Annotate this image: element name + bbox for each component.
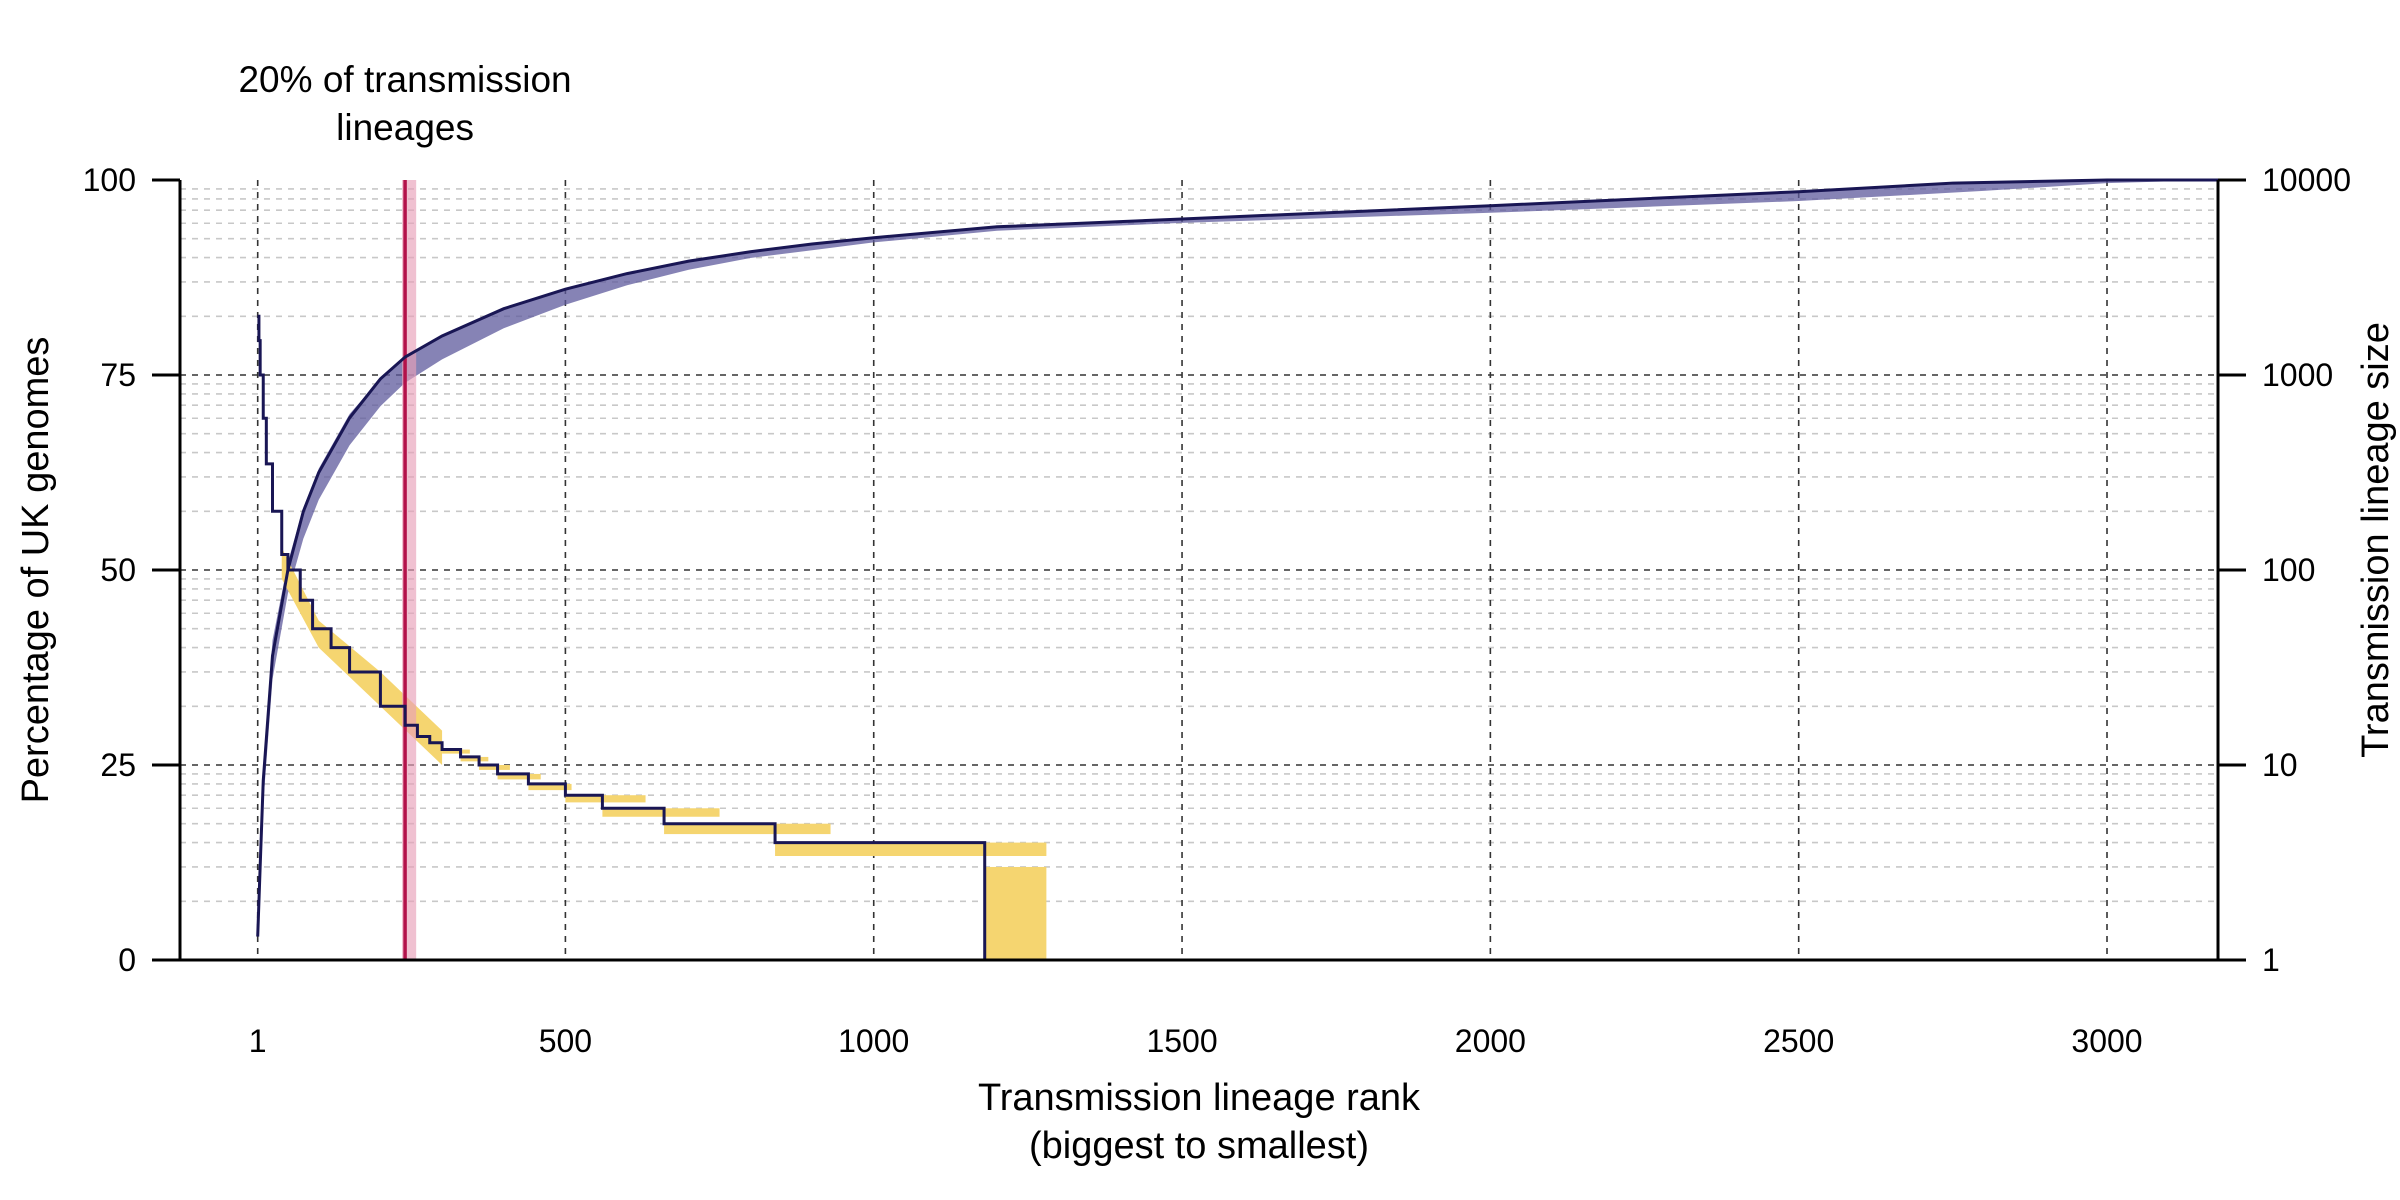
size-uncertainty-bar	[460, 756, 489, 762]
x-tick-label: 1	[249, 1023, 267, 1059]
right-tick-label: 100	[2262, 552, 2315, 588]
left-tick-label: 50	[100, 552, 136, 588]
x-tick-label: 3000	[2071, 1023, 2142, 1059]
left-tick-label: 0	[118, 942, 136, 978]
x-tick-label: 1500	[1146, 1023, 1217, 1059]
annotation-label: 20% of transmission	[238, 59, 571, 100]
x-tick-label: 2000	[1455, 1023, 1526, 1059]
grid-lines	[180, 180, 2218, 960]
size-uncertainty-bar	[528, 783, 572, 791]
x-tick-label: 2500	[1763, 1023, 1834, 1059]
right-tick-label: 1	[2262, 942, 2280, 978]
size-uncertainty-bar	[497, 773, 541, 780]
y-axis-left-label: Percentage of UK genomes	[15, 337, 57, 804]
y-axis-right-label: Transmission lineage size	[2355, 322, 2397, 758]
cumulative-percentage-band	[257, 180, 2219, 921]
annotation-label-secondary: lineages	[336, 107, 474, 148]
cumulative-band	[257, 180, 2219, 921]
x-tick-label: 1000	[838, 1023, 909, 1059]
lineage-size-step-line	[257, 314, 1984, 962]
size-uncertainty-bar	[602, 808, 720, 817]
left-tick-label: 100	[83, 162, 136, 198]
x-axis-label-secondary: (biggest to smallest)	[1029, 1125, 1369, 1167]
size-uncertainty-bar	[775, 842, 1047, 856]
left-tick-label: 25	[100, 747, 136, 783]
right-tick-label: 1000	[2262, 357, 2333, 393]
right-tick-label: 10000	[2262, 162, 2351, 198]
size-uncertainty-bar	[664, 823, 831, 835]
size-uncertainty-bar	[442, 749, 470, 754]
annotation-marker	[401, 180, 417, 960]
series-lines	[256, 178, 2218, 962]
size-uncertainty-bar	[984, 866, 1047, 960]
x-tick-label: 500	[539, 1023, 592, 1059]
size-uncertainty-bars	[281, 547, 1047, 960]
left-tick-label: 75	[100, 357, 136, 393]
size-uncertainty-bar	[479, 765, 510, 770]
right-tick-label: 10	[2262, 747, 2298, 783]
x-axis-label: Transmission lineage rank	[978, 1077, 1421, 1119]
axes	[152, 178, 2246, 962]
size-uncertainty-bar	[565, 795, 646, 803]
